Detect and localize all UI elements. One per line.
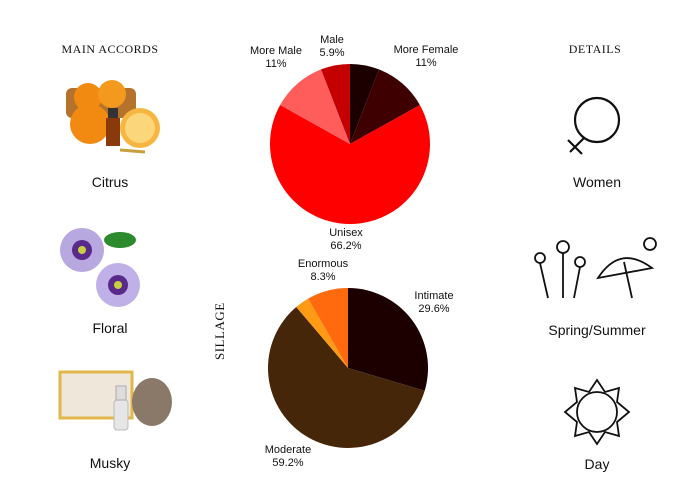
accord-label-citrus: Citrus bbox=[91, 174, 129, 190]
pie-slice-unlabeled-2 bbox=[296, 298, 348, 368]
sun-icon bbox=[563, 378, 631, 446]
pie-slice-more-female bbox=[350, 69, 420, 144]
detail-label-women: Women bbox=[573, 174, 621, 190]
pie-label-moderate: Moderate 59.2% bbox=[264, 444, 312, 469]
pie-label-intimate: Intimate 29.6% bbox=[414, 290, 454, 315]
pie-label-enormous: Enormous 8.3% bbox=[297, 258, 349, 283]
sillage-axis-title: SILLAGE bbox=[212, 302, 227, 360]
pie-label-more-female: More Female 11% bbox=[393, 44, 459, 69]
details-title: DETAILS bbox=[568, 42, 622, 56]
floral-image bbox=[60, 228, 140, 307]
pie-slice-unlabeled-0 bbox=[350, 64, 379, 144]
pie-label-male: Male 5.9% bbox=[319, 34, 345, 59]
detail-label-season: Spring/Summer bbox=[548, 322, 646, 338]
gender-pie bbox=[270, 64, 430, 224]
pie-slice-moderate bbox=[268, 307, 425, 449]
accord-label-musky: Musky bbox=[89, 455, 131, 471]
musky-image bbox=[58, 370, 172, 431]
detail-label-day: Day bbox=[584, 456, 610, 472]
flowers-umbrella-sun-icon bbox=[534, 237, 657, 299]
citrus-image bbox=[66, 80, 160, 154]
pie-label-more-male: More Male 11% bbox=[250, 45, 302, 70]
main-accords-title: MAIN ACCORDS bbox=[61, 42, 159, 56]
pie-slice-male bbox=[321, 64, 350, 144]
pie-label-unisex: Unisex 66.2% bbox=[329, 227, 363, 252]
pie-slice-enormous bbox=[308, 288, 348, 368]
female-symbol-icon bbox=[567, 96, 621, 155]
sillage-pie bbox=[268, 288, 428, 449]
pie-slice-intimate bbox=[348, 288, 428, 391]
pie-slice-more-male bbox=[280, 69, 350, 144]
accord-label-floral: Floral bbox=[92, 320, 128, 336]
pie-slice-unisex bbox=[270, 105, 430, 224]
